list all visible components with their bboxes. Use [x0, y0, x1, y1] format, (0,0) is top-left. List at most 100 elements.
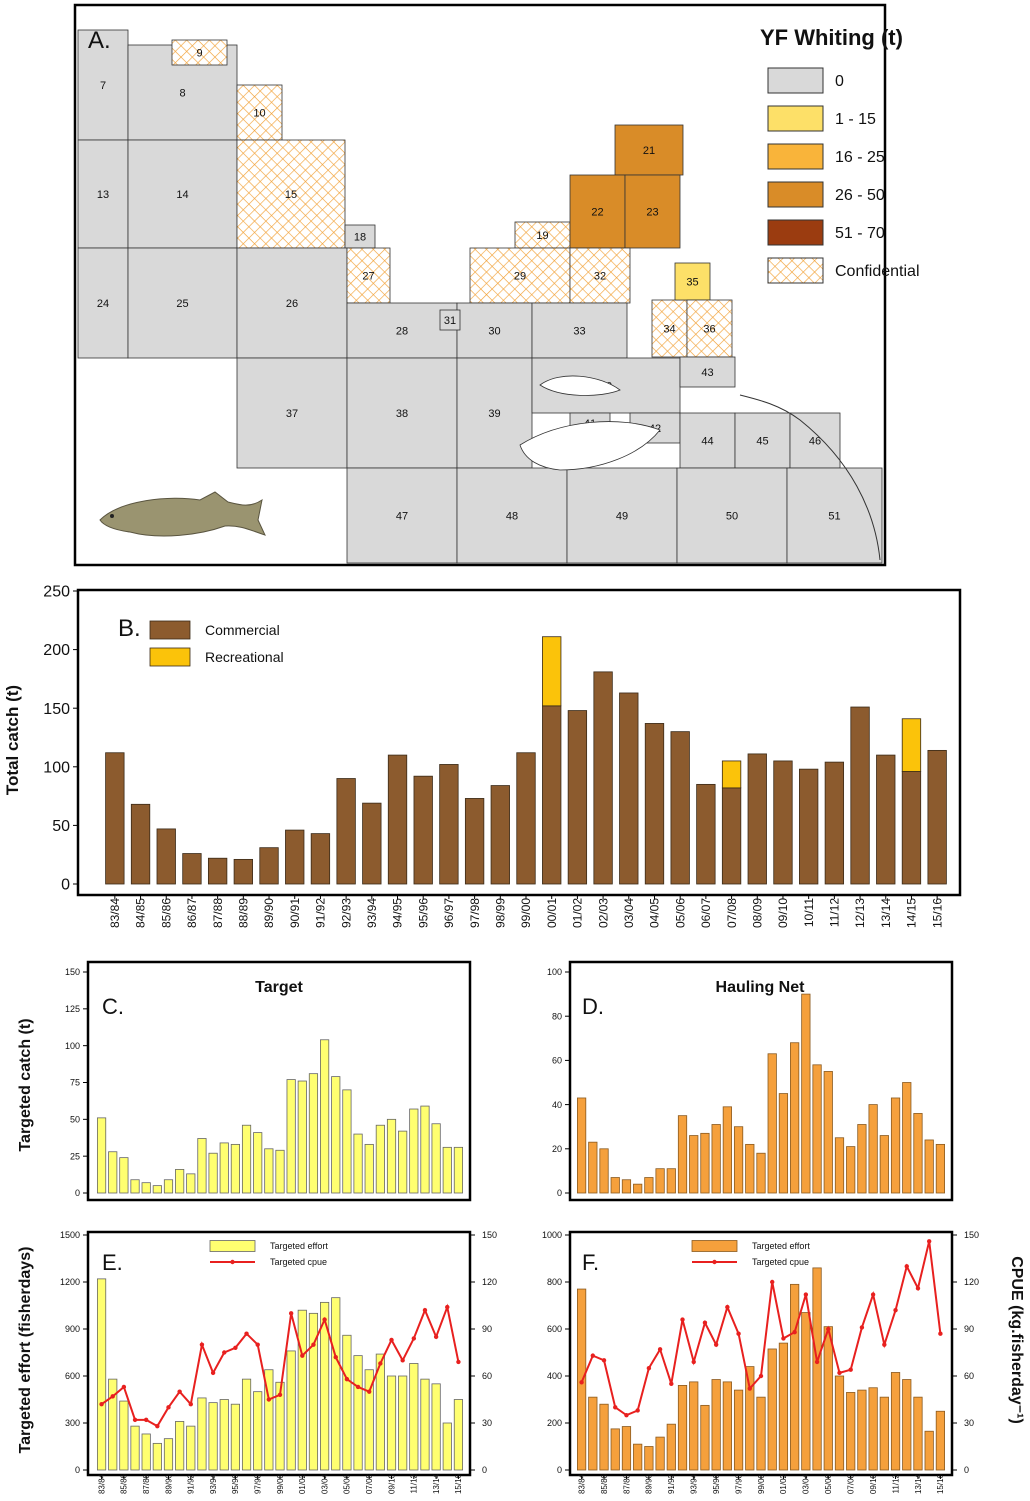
chart-panel: 0 50 100 150 200 250 83/84 84/85 85/86 86/87 87/88…	[3, 584, 962, 928]
block-label: 34	[663, 324, 675, 336]
bar	[721, 787, 742, 885]
bar	[230, 1143, 240, 1194]
x-tick-label: 88/89	[237, 898, 251, 928]
line-marker	[143, 1417, 149, 1423]
bar	[756, 1152, 766, 1194]
legend-swatch	[149, 647, 191, 667]
map-block	[456, 302, 533, 359]
line-marker	[255, 1342, 260, 1347]
y-axis-label: Targeted catch (t)	[17, 1018, 34, 1151]
y2-tick-label: 0	[482, 1465, 487, 1475]
bar	[700, 1404, 710, 1471]
bar	[696, 783, 716, 885]
bar	[890, 1372, 901, 1471]
line-marker	[333, 1355, 338, 1360]
bar	[721, 760, 742, 789]
x-tick-label: 01/02	[571, 898, 585, 928]
bar	[264, 1369, 274, 1471]
bar	[644, 1446, 654, 1471]
line-marker	[322, 1317, 327, 1322]
x-tick-label: 03/04	[622, 898, 636, 928]
bar	[364, 1143, 374, 1194]
map-block	[614, 124, 684, 176]
bar	[747, 753, 767, 885]
line-marker	[803, 1292, 809, 1297]
island	[519, 421, 661, 471]
x-tick-label: 89/90	[164, 1473, 173, 1494]
y2-tick-label: 150	[964, 1230, 979, 1240]
block-label: 25	[176, 298, 188, 310]
line-marker	[691, 1359, 696, 1365]
map-block	[346, 467, 458, 564]
line-marker	[601, 1358, 607, 1363]
block-label: 38	[396, 408, 408, 420]
map-block	[531, 302, 628, 359]
line-marker	[266, 1397, 272, 1402]
line-marker	[725, 1304, 730, 1310]
x-tick-label: 97/98	[468, 898, 482, 928]
y-tick-label: 40	[552, 1100, 562, 1110]
chart-panel: 0 200 400 600 800 1000 0 30 60 90 120 150 83/84 85/86…	[542, 1230, 1025, 1494]
map-block	[734, 412, 791, 469]
bar	[890, 1097, 901, 1194]
x-tick-label: 15/16	[936, 1473, 945, 1494]
y-tick-label: 100	[547, 967, 562, 977]
legend-swatch	[209, 1240, 256, 1252]
bar	[331, 1297, 341, 1471]
line-marker	[781, 1336, 786, 1341]
x-tick-label: 87/88	[211, 898, 225, 928]
x-tick-label: 93/94	[690, 1473, 699, 1494]
bar	[241, 1124, 252, 1194]
plot-frame	[76, 588, 962, 897]
bar	[876, 754, 896, 885]
line-marker	[792, 1329, 797, 1335]
bar	[152, 1185, 162, 1194]
bar	[233, 858, 253, 885]
x-tick-label: 90/91	[288, 898, 302, 928]
bar	[812, 1064, 822, 1194]
bar	[767, 1053, 777, 1194]
line-marker	[702, 1320, 708, 1325]
bar	[362, 802, 382, 885]
y-tick-label: 0	[61, 877, 70, 894]
bar	[913, 1113, 923, 1194]
map-block	[236, 357, 348, 469]
fish-icon	[99, 491, 266, 537]
block-label: 23	[646, 207, 658, 219]
y-tick-label: 900	[65, 1324, 80, 1334]
legend-label: Commercial	[205, 622, 280, 638]
line-marker	[926, 1239, 932, 1244]
bar	[130, 1179, 140, 1194]
line-marker	[367, 1389, 372, 1394]
y-tick-label: 0	[557, 1188, 562, 1198]
bar	[879, 1135, 889, 1194]
block-label: 47	[396, 511, 408, 523]
map-block	[676, 467, 788, 564]
line-marker	[826, 1326, 831, 1332]
bar	[901, 771, 922, 885]
legend-swatch	[767, 181, 824, 208]
block-label: 14	[176, 189, 188, 201]
bar	[745, 1143, 755, 1194]
bar	[439, 764, 459, 885]
map-block	[236, 139, 346, 249]
map-panel: 7 8 9 10 13 14 15 18 19 21 22 23 24 25 26 27 28 29 30 31 32 3…	[73, 3, 920, 567]
bar	[431, 1123, 441, 1194]
y-tick-label: 400	[547, 1371, 562, 1381]
bar	[353, 1133, 363, 1194]
x-tick-label: 85/86	[600, 1473, 609, 1494]
block-label: 22	[591, 207, 603, 219]
x-tick-label: 91/92	[667, 1473, 676, 1494]
line-marker	[893, 1308, 898, 1313]
coastline	[739, 394, 881, 561]
bar	[119, 1157, 129, 1194]
block-label: 21	[643, 145, 655, 157]
x-tick-label: 99/00	[519, 898, 533, 928]
bar	[442, 1422, 452, 1471]
line-marker	[680, 1317, 685, 1322]
line	[580, 1241, 942, 1417]
bar	[621, 1426, 632, 1471]
block-label: 30	[488, 326, 500, 338]
bar	[778, 1342, 789, 1471]
y2-tick-label: 30	[482, 1418, 492, 1428]
